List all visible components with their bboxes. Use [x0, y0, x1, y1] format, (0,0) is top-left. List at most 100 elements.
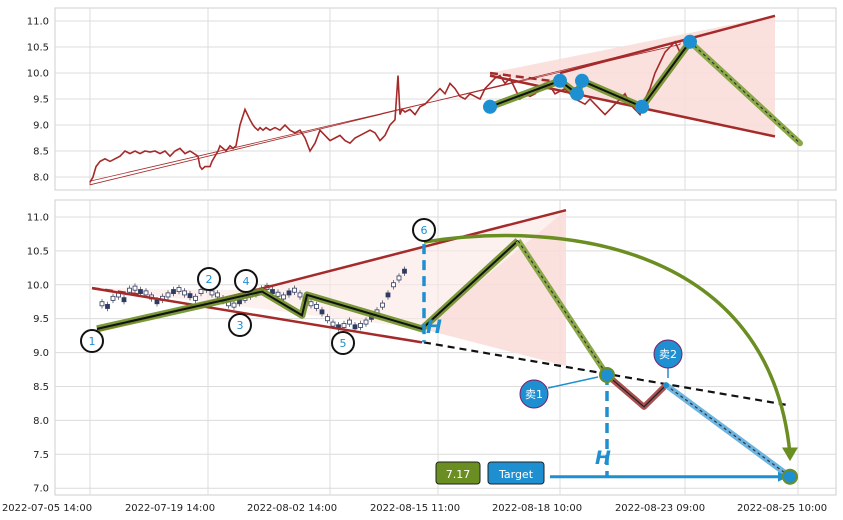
- top-ytick-label: 10.5: [27, 43, 49, 54]
- pivot-label-4: 4: [243, 275, 250, 288]
- candle-body: [292, 287, 297, 293]
- candle-body: [138, 289, 143, 294]
- pivot-marker-2: [197, 267, 221, 291]
- candle-body: [358, 323, 363, 328]
- top-ytick-label: 9.5: [33, 95, 49, 106]
- sell2-point: [663, 382, 669, 389]
- bottom-ytick-label: 7.0: [33, 484, 49, 495]
- candle-body: [176, 287, 182, 292]
- top-ytick-label: 11.0: [27, 17, 49, 28]
- candle-body: [380, 302, 385, 308]
- x-tick-label: 2022-08-02 14:00: [247, 503, 337, 514]
- bottom-ytick-label: 10.0: [27, 280, 49, 291]
- top-triangle-fill: [490, 15, 775, 137]
- candle-body: [297, 292, 303, 298]
- candle-body: [330, 321, 336, 327]
- top-ytick-label: 8.5: [33, 147, 49, 158]
- bottom-triangle-fill-right: [422, 210, 566, 367]
- pivot-label-5: 5: [340, 337, 347, 350]
- candle-body: [270, 289, 275, 294]
- bottom-target-line-inner: [665, 384, 791, 478]
- bottom-projection-inner: [517, 240, 608, 376]
- sell1-point: [599, 366, 615, 383]
- top-pivot-point: [553, 73, 567, 88]
- candle-body: [193, 295, 198, 301]
- candle-body: [352, 324, 358, 330]
- x-tick-label: 2022-07-05 14:00: [2, 503, 92, 514]
- target-point: [782, 468, 798, 485]
- x-tick-label: 2022-08-15 11:00: [370, 503, 460, 514]
- bottom-ytick-label: 9.0: [33, 348, 49, 359]
- top-pivot-point: [570, 86, 584, 101]
- top-pivot-point: [683, 34, 697, 49]
- bottom-ytick-label: 7.5: [33, 450, 49, 461]
- pivot-label-6: 6: [421, 224, 428, 237]
- candle-body: [308, 301, 314, 307]
- bottom-wave-inner: [96, 239, 519, 330]
- bottom-sell-zig-inner: [606, 374, 667, 408]
- bottom-lower-trend-dash: [91, 286, 143, 297]
- candle-body: [314, 304, 319, 309]
- pivot-marker-5: [331, 331, 355, 355]
- h-label-left: H: [426, 316, 442, 338]
- candle-body: [396, 275, 402, 281]
- bottom-ytick-label: 9.5: [33, 314, 49, 325]
- x-tick-label: 2022-08-18 10:00: [492, 503, 582, 514]
- candle-body: [325, 316, 330, 322]
- sell2-label: 卖2: [659, 348, 677, 361]
- candle-body: [402, 268, 407, 274]
- candle-body: [182, 290, 187, 296]
- candle-body: [286, 290, 292, 296]
- top-pivot-point: [635, 99, 649, 114]
- candle-body: [171, 289, 176, 294]
- x-tick-label: 2022-08-23 09:00: [615, 503, 705, 514]
- sell1-badge: [519, 379, 549, 409]
- bottom-ytick-label: 11.0: [27, 212, 49, 223]
- bottom-ytick-label: 10.5: [27, 246, 49, 257]
- candle-body: [110, 295, 116, 301]
- candle-body: [341, 323, 347, 328]
- x-tick-label: 2022-07-19 14:00: [125, 503, 215, 514]
- candle-body: [132, 285, 138, 291]
- target-value-box: [435, 461, 481, 485]
- candle-body: [127, 287, 132, 293]
- candle-body: [275, 291, 281, 297]
- pivot-label-3: 3: [237, 319, 244, 332]
- bottom-ytick-label: 8.5: [33, 382, 49, 393]
- top-lower-trend-dash: [489, 71, 551, 83]
- pivot-marker-1: [80, 329, 104, 353]
- target-label-text: Target: [498, 468, 534, 481]
- sell2-badge: [653, 339, 683, 369]
- bottom-curve-arrowhead: [782, 447, 798, 462]
- candle-body: [385, 292, 391, 298]
- pivot-label-2: 2: [206, 273, 213, 286]
- top-pivot-point: [483, 99, 497, 114]
- top-ytick-label: 10.0: [27, 69, 49, 80]
- candle-body: [121, 297, 127, 303]
- candle-body: [198, 289, 204, 294]
- candle-body: [209, 290, 215, 296]
- bottom-curve-arrow: [423, 233, 792, 455]
- top-upper-trendline: [559, 14, 776, 75]
- bottom-triangle-fill-left: [92, 210, 566, 329]
- x-tick-label: 2022-08-25 10:00: [737, 503, 827, 514]
- pivot-marker-4: [234, 269, 258, 293]
- candle-body: [143, 290, 149, 296]
- top-ytick-label: 9.0: [33, 121, 49, 132]
- top-ytick-label: 8.0: [33, 173, 49, 184]
- candle-body: [105, 304, 110, 309]
- candle-body: [281, 294, 286, 300]
- candle-body: [319, 309, 325, 315]
- target-value-text: 7.17: [446, 468, 471, 481]
- candle-body: [231, 302, 237, 308]
- h-label-right: H: [595, 447, 611, 469]
- sell1-pointer: [547, 376, 599, 389]
- top-pivot-point: [575, 73, 589, 88]
- pivot-marker-3: [228, 313, 252, 337]
- candle-body: [165, 292, 171, 298]
- target-label-box: [487, 461, 545, 485]
- sell1-label: 卖1: [525, 388, 543, 401]
- candle-body: [391, 282, 396, 288]
- bottom-ytick-label: 8.0: [33, 416, 49, 427]
